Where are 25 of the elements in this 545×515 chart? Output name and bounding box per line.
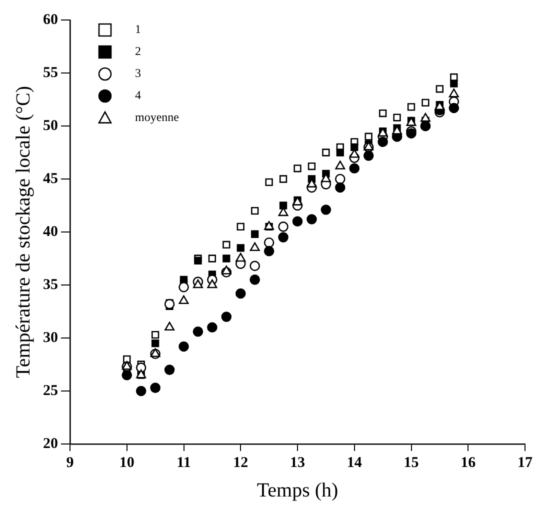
y-tick-label: 40	[43, 224, 58, 240]
y-axis-title: Température de stockage locale (°C)	[12, 86, 34, 378]
y-tick-label: 25	[43, 382, 58, 399]
x-axis-title: Temps (h)	[256, 479, 338, 502]
y-tick-label: 35	[43, 276, 58, 293]
legend-label: moyenne	[135, 110, 179, 124]
legend-label: 2	[135, 44, 141, 58]
x-tick-label: 12	[233, 454, 248, 471]
legend-label: 3	[135, 66, 141, 80]
x-tick-label: 16	[460, 454, 476, 471]
legend-label: 4	[135, 88, 141, 102]
x-tick-label: 17	[518, 454, 533, 471]
x-tick-label: 13	[290, 454, 305, 471]
x-tick-label: 10	[119, 454, 134, 471]
x-tick-label: 11	[176, 454, 191, 471]
y-tick-label: 30	[43, 330, 58, 346]
y-tick-label: 60	[43, 12, 58, 28]
y-tick-label: 45	[43, 170, 58, 187]
x-tick-label: 14	[346, 454, 362, 471]
x-tick-label: 9	[66, 454, 74, 471]
y-tick-label: 50	[43, 118, 58, 134]
x-tick-label: 15	[404, 454, 419, 471]
y-tick-label: 55	[43, 64, 58, 81]
legend-label: 1	[135, 22, 141, 36]
y-tick-label: 20	[43, 436, 58, 452]
